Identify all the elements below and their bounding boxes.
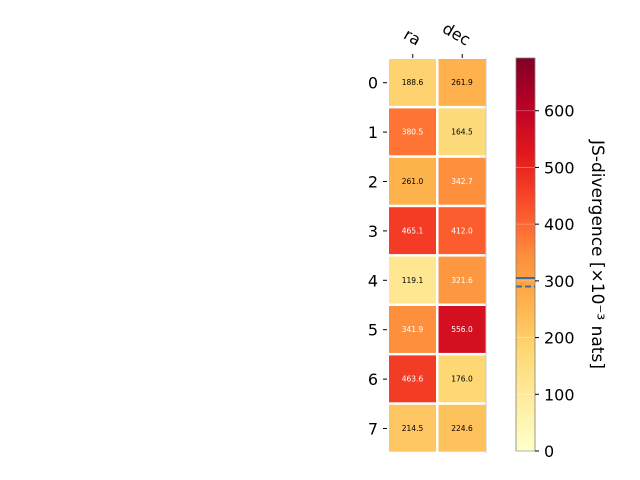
heatmap-cell [389, 157, 436, 205]
cell-value-label: 164.5 [451, 128, 473, 137]
row-labels: 0 1 2 3 4 5 6 7 [368, 74, 387, 439]
colorbar: 0 100 200 300 400 500 600 JS-divergence [×10⁻³ … [515, 57, 607, 461]
heatmap-cell [438, 59, 486, 106]
cell-value-label: 261.9 [451, 78, 473, 87]
row-tick-label: 0 [368, 74, 378, 93]
cell-value-label: 321.6 [451, 276, 473, 285]
heatmap-cell [389, 355, 436, 403]
heatmap-cell [389, 108, 436, 156]
column-tick-label: dec [439, 19, 473, 50]
colorbar-tick-label: 100 [544, 385, 575, 404]
row-tick-label: 6 [368, 370, 378, 389]
heatmap-cell [438, 207, 486, 255]
cell-value-label: 465.1 [402, 226, 424, 235]
cell-value-label: 214.5 [402, 424, 424, 433]
heatmap-cell [438, 157, 486, 205]
colorbar-tick-label: 400 [544, 215, 575, 234]
row-tick-label: 3 [368, 222, 378, 241]
row-tick-label: 5 [368, 321, 378, 340]
heatmap-cell [438, 306, 486, 353]
heatmap-cell [389, 59, 436, 106]
cell-value-label: 412.0 [451, 226, 473, 235]
row-tick-label: 2 [368, 173, 378, 192]
row-tick-label: 7 [368, 420, 378, 439]
colorbar-gradient [515, 57, 536, 452]
heatmap-cell [389, 306, 436, 353]
row-tick-label: 1 [368, 123, 378, 142]
heatmap-cell [438, 355, 486, 403]
cell-value-label: 261.0 [402, 177, 424, 186]
heatmap-cell [389, 404, 436, 452]
cell-value-label: 188.6 [402, 78, 424, 87]
heatmap-cell [438, 404, 486, 452]
cell-value-label: 380.5 [402, 128, 424, 137]
heatmap-cell [438, 256, 486, 304]
heatmap-cell [389, 256, 436, 304]
cell-value-label: 342.7 [451, 177, 473, 186]
colorbar-label: JS-divergence [×10⁻³ nats] [587, 139, 607, 369]
heatmap-grid: 188.6 261.9 380.5 164.5 261.0 342.7 465.1 412.0… [389, 58, 487, 454]
column-labels: ra dec [401, 19, 474, 58]
cell-value-label: 556.0 [451, 325, 473, 334]
cell-value-label: 463.6 [402, 375, 424, 384]
column-tick-label: ra [401, 25, 425, 50]
heatmap-cell [438, 108, 486, 156]
cell-value-label: 341.9 [402, 325, 424, 334]
row-tick-label: 4 [368, 271, 378, 290]
colorbar-tick-label: 300 [544, 272, 575, 291]
heatmap-cell [389, 207, 436, 255]
colorbar-tick-label: 0 [544, 442, 554, 461]
colorbar-tick-label: 500 [544, 158, 575, 177]
cell-value-label: 176.0 [451, 375, 473, 384]
colorbar-tick-label: 600 [544, 102, 575, 121]
cell-value-label: 224.6 [451, 424, 473, 433]
colorbar-tick-label: 200 [544, 329, 575, 348]
cell-value-label: 119.1 [402, 276, 424, 285]
